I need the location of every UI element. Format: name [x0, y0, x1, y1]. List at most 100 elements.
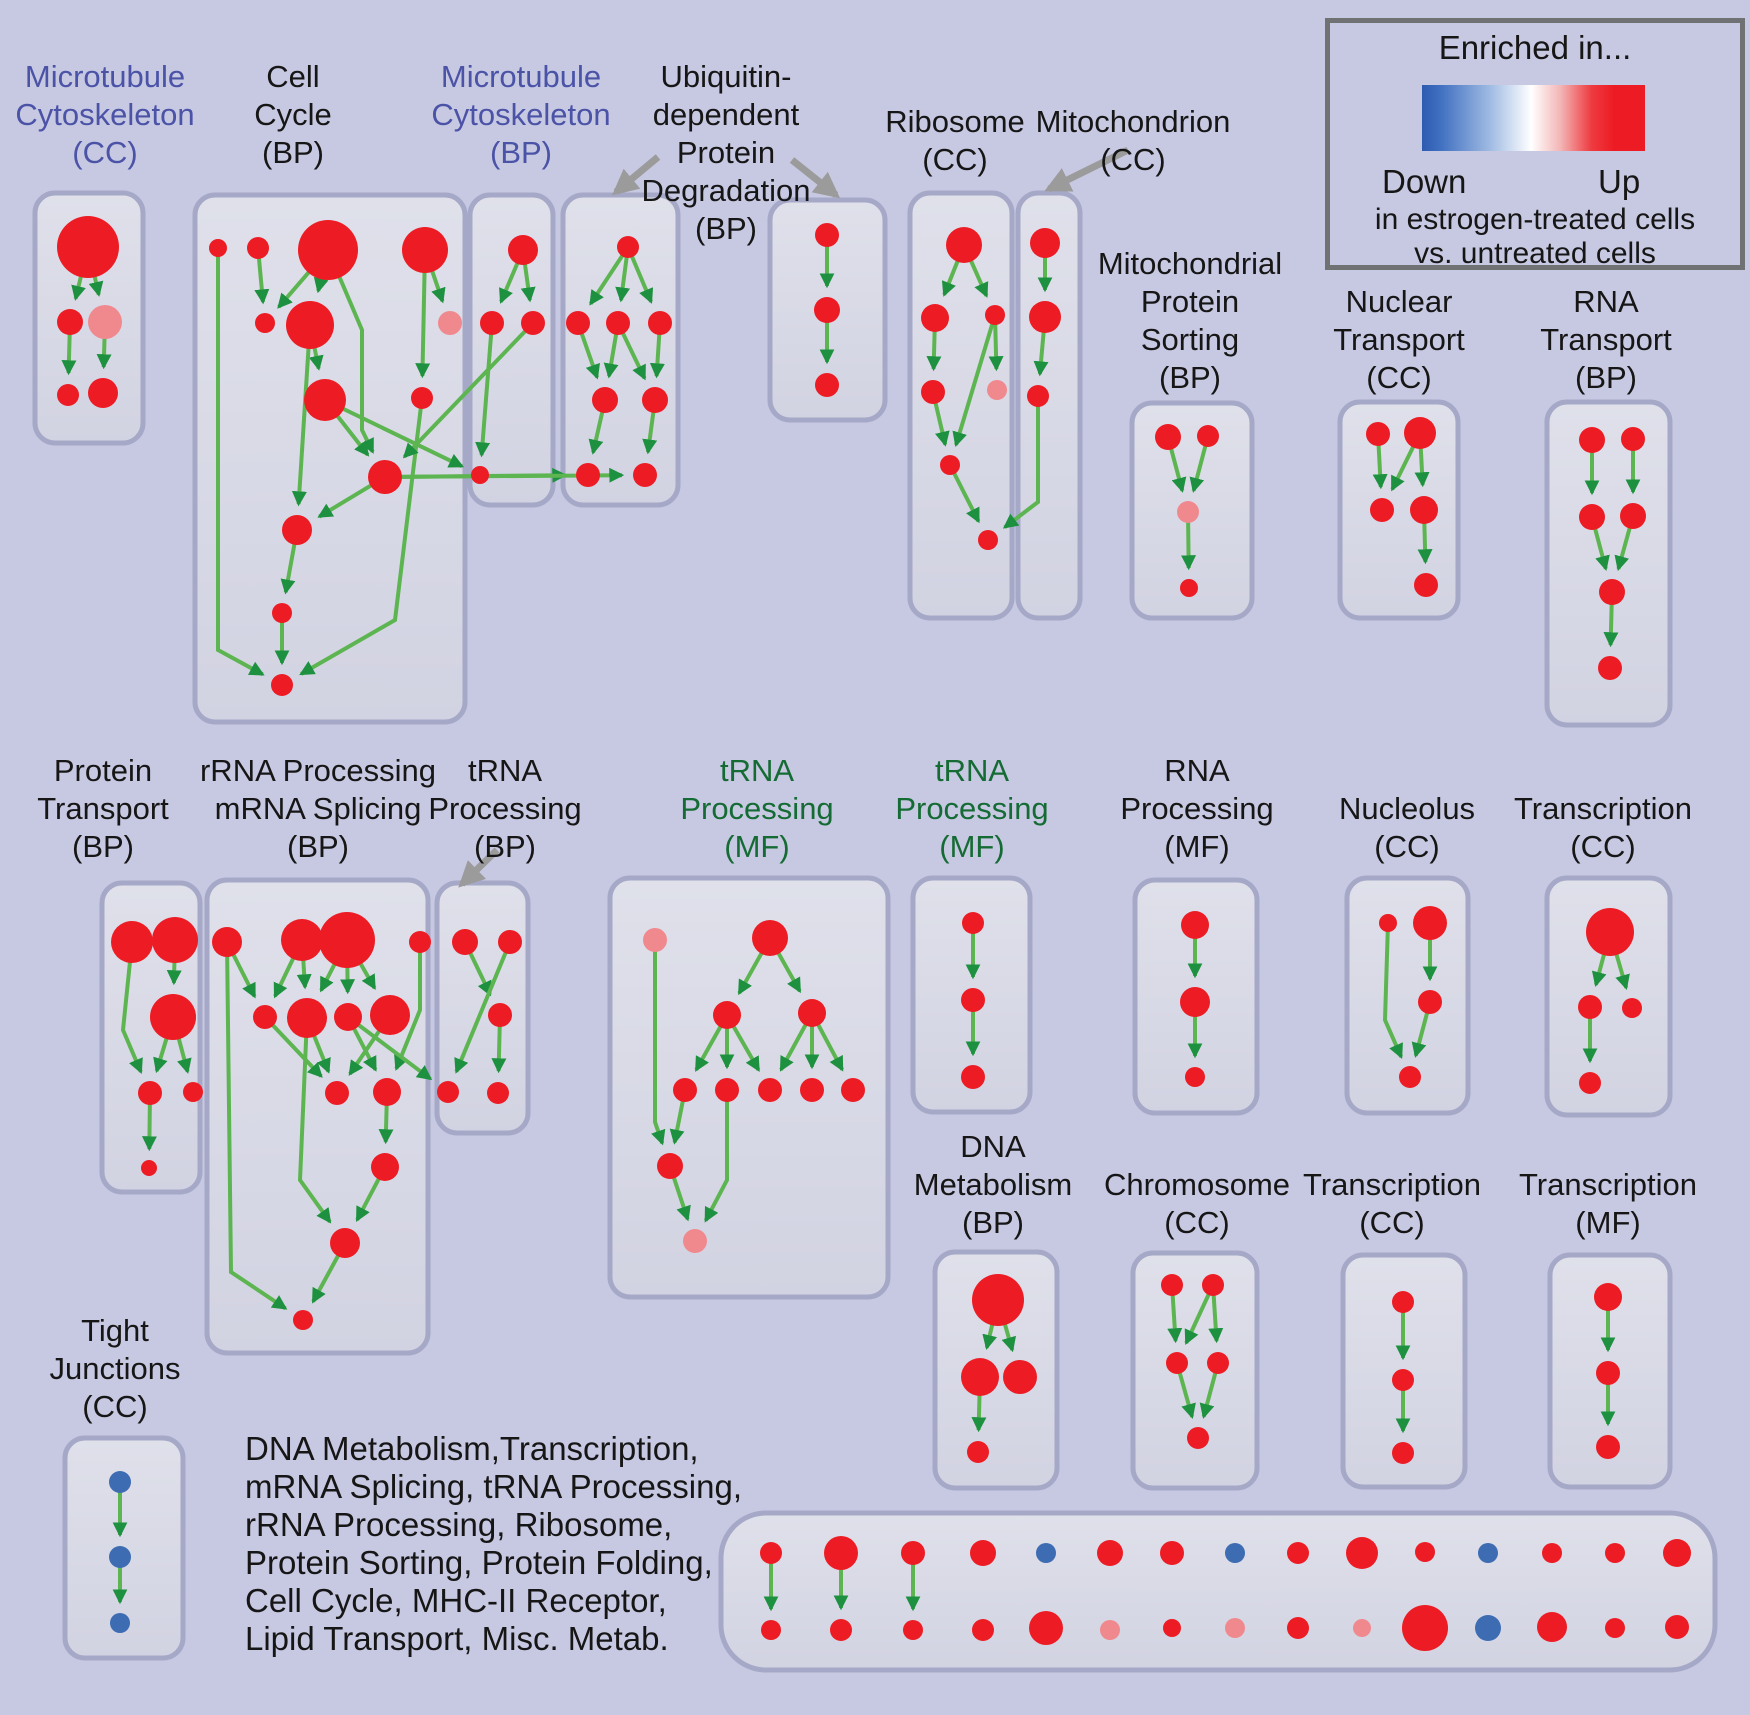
label-transcription-cc-1: Transcription (CC)	[1513, 791, 1693, 864]
gene-node-gm1	[798, 999, 826, 1027]
gene-node-gr1	[715, 1078, 739, 1102]
gene-node-bwb9	[1287, 1617, 1309, 1639]
gene-node-w0	[962, 912, 984, 934]
gene-node-f4	[1187, 1427, 1209, 1449]
edge-cc5-cc10	[291, 324, 312, 507]
gene-node-j1	[109, 1546, 131, 1568]
gene-node-x2	[437, 1081, 459, 1103]
label-trna-processing-bp: tRNA Processing (BP)	[428, 753, 582, 864]
gene-node-c1	[1413, 906, 1447, 940]
gene-node-bwt2	[824, 1536, 858, 1570]
gene-node-r0	[946, 227, 982, 263]
gene-node-g22	[1392, 1442, 1414, 1464]
edge-r2-r5	[952, 314, 997, 448]
gene-node-rl0	[371, 1153, 399, 1181]
gene-node-bwt10	[1346, 1537, 1378, 1569]
gene-node-mb2	[521, 311, 545, 335]
gene-node-ub3	[648, 311, 672, 335]
legend-down-label: Down	[1382, 163, 1467, 200]
gene-node-s1	[1621, 427, 1645, 451]
gene-node-t3	[138, 1081, 162, 1105]
label-microtubule-cytoskeleton-cc: Microtubule Cytoskeleton (CC)	[15, 59, 195, 170]
edge-cc7-mb3	[324, 398, 465, 469]
edge-t0-t3	[120, 941, 143, 1074]
gene-node-bwb6	[1100, 1620, 1120, 1640]
gene-node-a2	[88, 305, 122, 339]
legend-subtitle-line1: in estrogen-treated cells	[1374, 203, 1696, 236]
edge-rs2-x2	[346, 1015, 433, 1081]
label-transcription-cc-2: Transcription (CC)	[1302, 1167, 1482, 1240]
label-ribosome-cc: Ribosome (CC)	[885, 104, 1025, 177]
gene-node-w2	[961, 1065, 985, 1089]
gene-node-bwb11	[1402, 1605, 1448, 1651]
edge-x1-x2	[454, 941, 512, 1074]
arrow-ubiquitin-right	[789, 157, 841, 199]
edge-r5-r6	[948, 464, 981, 524]
gene-node-e1	[961, 1358, 999, 1396]
gene-node-ub0	[617, 236, 639, 258]
gene-node-s0	[1579, 427, 1605, 453]
label-trna-processing-mf-1: tRNA Processing (MF)	[680, 753, 834, 864]
gene-node-c3	[1399, 1066, 1421, 1088]
gene-node-d1	[1578, 995, 1602, 1019]
gene-node-k0	[1181, 911, 1209, 939]
gene-node-t1	[152, 917, 198, 963]
gene-node-k1	[1180, 987, 1210, 1017]
gene-node-rs1	[287, 998, 327, 1038]
gene-node-a3	[57, 384, 79, 406]
gene-node-rm1	[373, 1078, 401, 1106]
gene-node-c2	[1418, 990, 1442, 1014]
gene-node-s5	[1598, 656, 1622, 680]
gene-node-cc8	[411, 387, 433, 409]
legend-title: Enriched in...	[1438, 29, 1632, 66]
gene-node-gp	[643, 928, 667, 952]
gene-node-ub5	[642, 387, 668, 413]
gene-node-gr2	[758, 1078, 782, 1102]
gene-node-cc1	[247, 237, 269, 259]
label-mitochondrion-cc: Mitochondrion (CC)	[1035, 104, 1231, 177]
gene-node-bwt13	[1542, 1543, 1562, 1563]
gene-node-a4	[88, 378, 118, 408]
gene-node-gn	[657, 1153, 683, 1179]
gene-node-bwb10	[1353, 1619, 1371, 1637]
gene-node-p0	[1155, 424, 1181, 450]
gene-node-x1	[498, 930, 522, 954]
gene-node-rr2	[319, 912, 375, 968]
gene-node-cc11	[272, 603, 292, 623]
gene-node-v2	[815, 373, 839, 397]
gene-node-rb	[293, 1310, 313, 1330]
gene-node-h1	[1596, 1361, 1620, 1385]
edge-rs0-rm0	[263, 1015, 323, 1078]
gene-node-bwt4	[970, 1540, 996, 1566]
gene-node-a1	[57, 309, 83, 335]
edge-mb2-cc9	[402, 321, 535, 459]
gene-node-mb1	[480, 311, 504, 335]
gene-node-r3	[921, 380, 945, 404]
edge-mt2-r6	[1002, 396, 1040, 529]
edge-mb1-mb3	[475, 322, 494, 458]
gene-node-cc5	[286, 301, 334, 349]
label-rrna-processing-mrna-splicing-bp: rRNA Processing mRNA Splicing (BP)	[199, 753, 437, 864]
gene-node-f3	[1207, 1352, 1229, 1374]
gene-node-gr0	[673, 1078, 697, 1102]
legend-up-label: Up	[1598, 163, 1641, 200]
gene-node-k2	[1185, 1067, 1205, 1087]
gene-node-ub6	[576, 463, 600, 487]
gene-node-q2	[1370, 498, 1394, 522]
gene-node-mt1	[1029, 301, 1061, 333]
arrow-ubiquitin-left	[612, 154, 661, 196]
gene-node-q1	[1404, 417, 1436, 449]
gene-node-d2	[1622, 998, 1642, 1018]
arrow-trna-bp	[458, 847, 500, 888]
group-box-summary-misc	[718, 1510, 1718, 1673]
gene-node-r2	[985, 305, 1005, 325]
gene-node-bwt14	[1605, 1543, 1625, 1563]
gene-node-x0	[452, 929, 478, 955]
gene-node-mt0	[1030, 228, 1060, 258]
edge-gp-gn	[651, 940, 666, 1146]
gene-node-xm	[488, 1003, 512, 1027]
gene-node-rr1	[281, 919, 323, 961]
gene-node-gr4	[841, 1078, 865, 1102]
gene-node-bwt8	[1225, 1543, 1245, 1563]
gene-node-r6	[978, 530, 998, 550]
